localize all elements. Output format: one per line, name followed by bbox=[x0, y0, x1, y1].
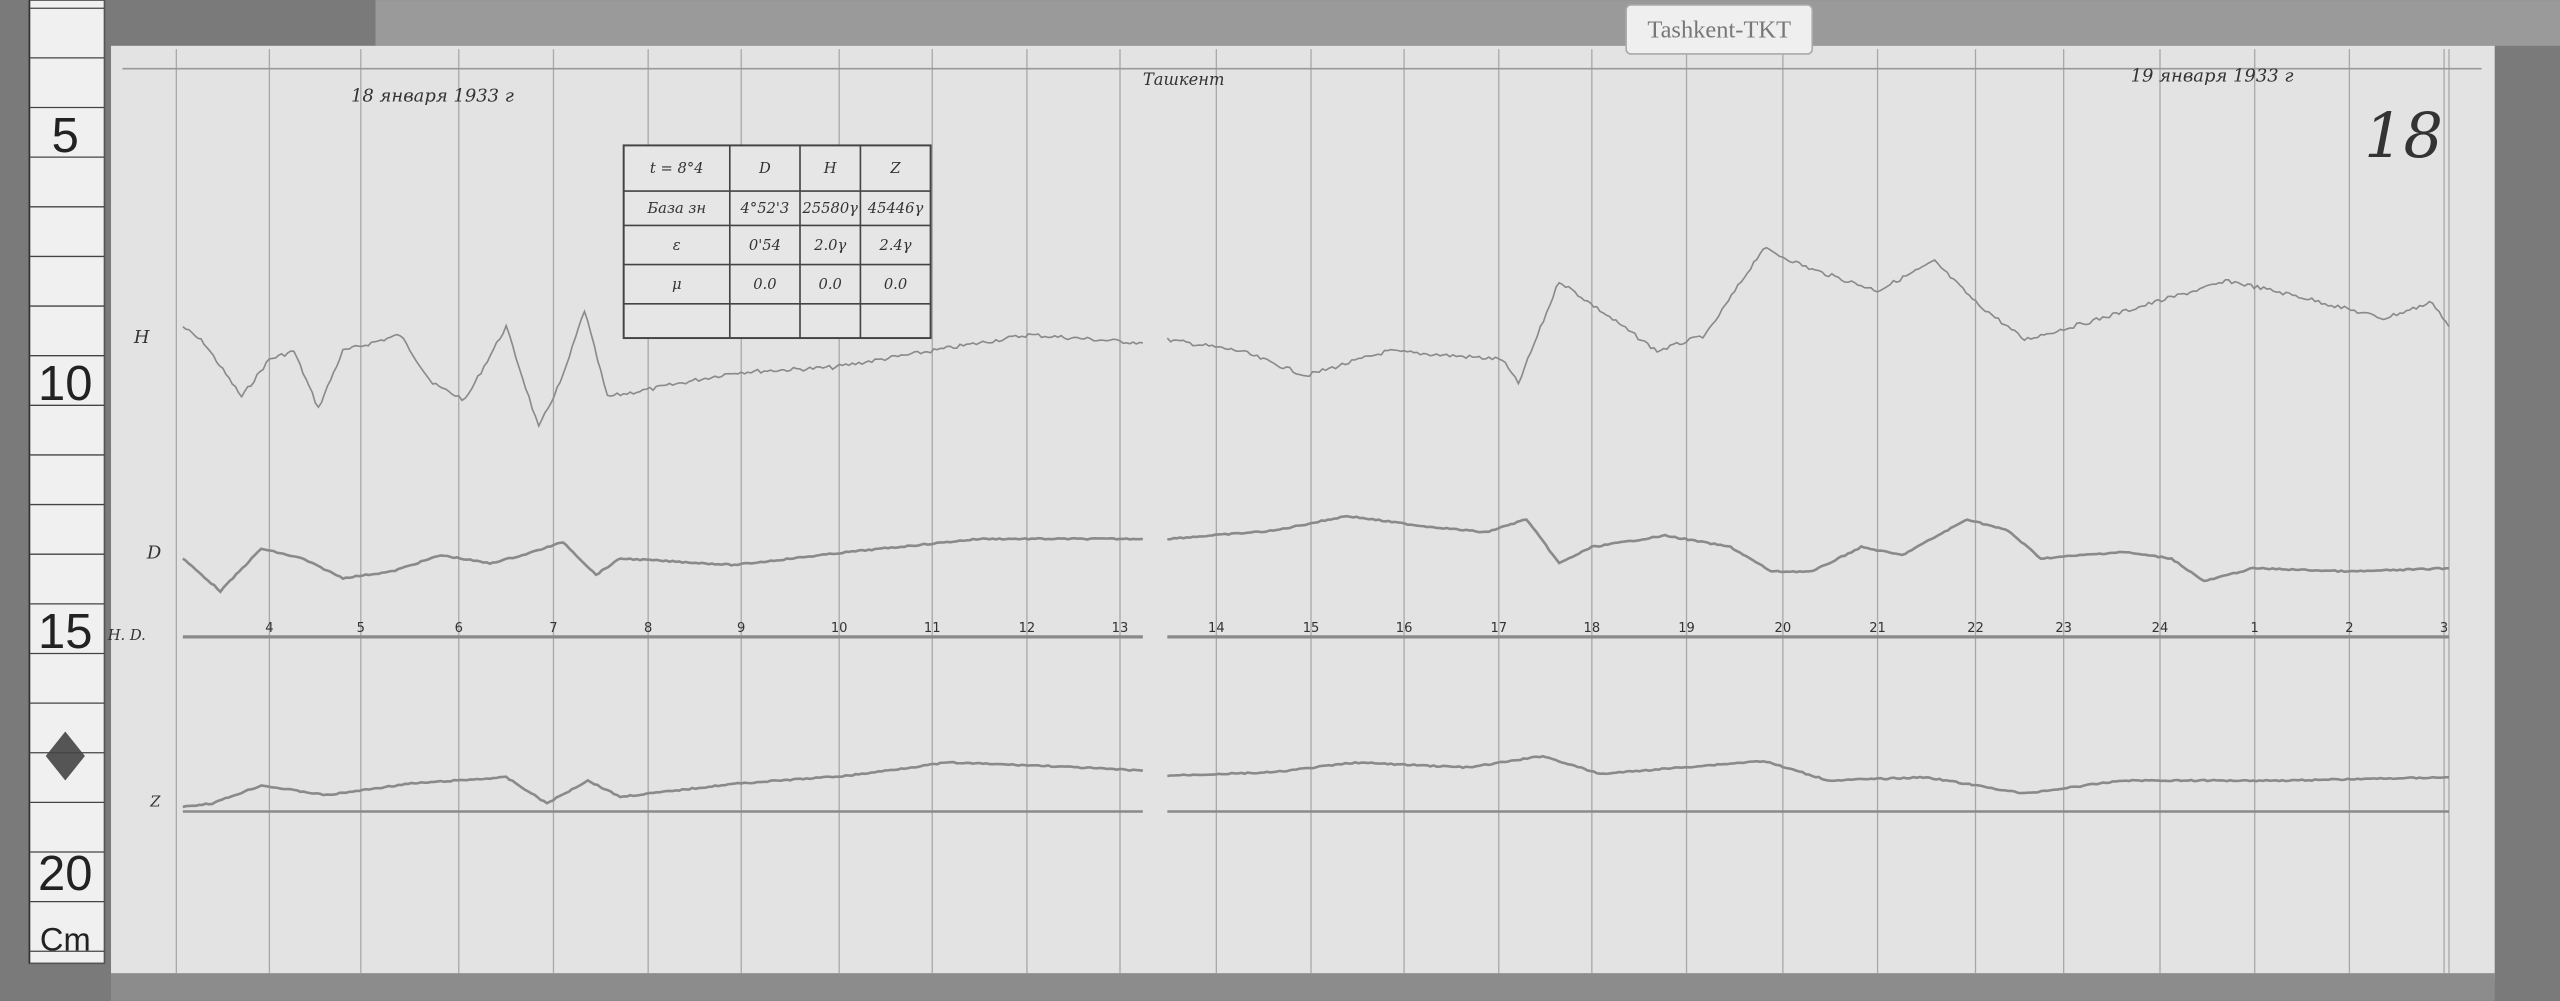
hour-tick-label: 15 bbox=[1303, 621, 1320, 636]
trace-label-d: D bbox=[146, 542, 161, 563]
hour-tick-label: 13 bbox=[1112, 621, 1129, 636]
date-right: 19 января 1933 г bbox=[2131, 66, 2294, 87]
hour-tick-label: 10 bbox=[831, 621, 848, 636]
hour-tick-label: 8 bbox=[644, 621, 652, 636]
table-cell: 0.0 bbox=[884, 276, 907, 293]
trace-h-day1 bbox=[182, 309, 1143, 429]
scale-ruler: 5 10 15 20 Cm bbox=[28, 0, 106, 965]
table-cell: H bbox=[823, 160, 838, 177]
table-cell: 25580γ bbox=[801, 200, 858, 217]
header-center: Ташкент bbox=[1143, 70, 1225, 89]
table-cell: 0.0 bbox=[753, 276, 776, 293]
hour-tick-label: 12 bbox=[1019, 621, 1036, 636]
table-cell: 45446γ bbox=[867, 200, 924, 217]
paper-bottom-edge bbox=[111, 973, 2495, 1001]
table-cell: 0'54 bbox=[749, 237, 781, 254]
baseline-label-hd: H. D. bbox=[107, 627, 146, 644]
top-strip bbox=[375, 0, 2560, 46]
station-tag bbox=[1625, 4, 1814, 55]
trace-label-h: H bbox=[133, 327, 150, 348]
table-cell: 2.4γ bbox=[878, 237, 911, 254]
ruler-mark-15: 15 bbox=[38, 605, 92, 659]
constants-table: t = 8°4 D H Z База зн 4°52'3 25580γ 45446γ ε 0'54… bbox=[622, 144, 932, 340]
hour-tick-label: 18 bbox=[1584, 621, 1601, 636]
trace-d-day2 bbox=[1167, 514, 2450, 583]
table-cell: 2.0γ bbox=[813, 237, 846, 254]
trace-z-day2 bbox=[1167, 754, 2449, 795]
trace-z-day1 bbox=[182, 760, 1144, 809]
trace-h-day2 bbox=[1166, 246, 2450, 386]
station-label: Tashkent-TKT bbox=[1647, 17, 1791, 44]
hour-tick-label: 4 bbox=[265, 621, 273, 636]
time-grid bbox=[175, 49, 2450, 974]
hour-tick-label: 1 bbox=[2251, 621, 2259, 636]
hour-tick-label: 22 bbox=[1967, 621, 1984, 636]
hour-tick-label: 24 bbox=[2152, 621, 2169, 636]
date-left: 18 января 1933 г bbox=[351, 85, 514, 106]
table-cell: Z bbox=[889, 160, 901, 177]
table-cell: μ bbox=[672, 276, 682, 293]
table-cell: ε bbox=[673, 237, 681, 254]
ruler-mark-5: 5 bbox=[52, 109, 79, 163]
table-cell: D bbox=[758, 160, 771, 177]
hour-tick-label: 3 bbox=[2440, 621, 2448, 636]
hour-tick-label: 2 bbox=[2345, 621, 2353, 636]
table-cell: 4°52'3 bbox=[740, 200, 790, 217]
table-cell: 0.0 bbox=[819, 276, 842, 293]
hour-tick-label: 9 bbox=[737, 621, 745, 636]
hour-tick-label: 23 bbox=[2055, 621, 2072, 636]
hour-tick-label: 17 bbox=[1490, 621, 1507, 636]
hour-tick-label: 7 bbox=[549, 621, 557, 636]
hour-tick-label: 19 bbox=[1678, 621, 1695, 636]
hour-ticks: 4 5 6 7 8 9 10 11 12 13 14 15 16 17 18 19 20 21 22 23 24 1 2 3 bbox=[265, 621, 2448, 636]
sheet-number: 18 bbox=[2364, 99, 2443, 172]
hour-tick-label: 11 bbox=[924, 621, 941, 636]
hour-tick-label: 6 bbox=[455, 621, 463, 636]
table-cell: t = 8°4 bbox=[650, 160, 704, 177]
hour-tick-label: 5 bbox=[357, 621, 365, 636]
trace-label-z: Z bbox=[149, 794, 161, 811]
traces bbox=[182, 246, 2450, 809]
ruler-mark-20: 20 bbox=[38, 847, 92, 901]
hour-tick-label: 20 bbox=[1775, 621, 1792, 636]
hour-tick-label: 21 bbox=[1869, 621, 1886, 636]
table-cell: База зн bbox=[646, 200, 706, 217]
hour-tick-label: 16 bbox=[1396, 621, 1413, 636]
ruler-mark-10: 10 bbox=[38, 357, 92, 411]
trace-d-day1 bbox=[182, 536, 1143, 594]
magnetogram-paper bbox=[111, 45, 2495, 980]
hour-tick-label: 14 bbox=[1208, 621, 1225, 636]
